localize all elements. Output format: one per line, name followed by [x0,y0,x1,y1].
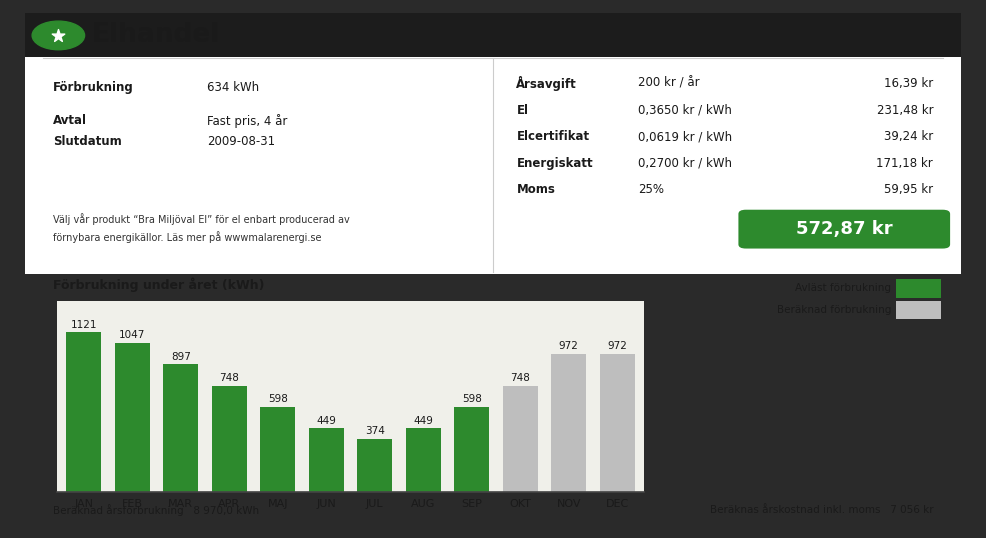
Bar [406,428,441,492]
Text: 0,3650 kr / kWh: 0,3650 kr / kWh [638,103,732,117]
Text: 748: 748 [219,373,240,383]
Text: 2009-08-31: 2009-08-31 [207,134,275,148]
Bar [309,428,344,492]
Text: 634 kWh: 634 kWh [207,81,259,94]
Text: 25%: 25% [638,183,665,196]
Text: 171,18 kr: 171,18 kr [877,157,933,169]
Text: 59,95 kr: 59,95 kr [884,183,933,196]
Text: 374: 374 [365,427,385,436]
Text: Årsavgift: Årsavgift [517,76,577,91]
Text: Slutdatum: Slutdatum [53,134,121,148]
Text: 200 kr / år: 200 kr / år [638,77,700,90]
Bar [260,407,295,492]
Text: Elcertifikat: Elcertifikat [517,130,590,143]
Bar [357,439,392,492]
Text: 972: 972 [607,341,627,351]
Text: 572,87 kr: 572,87 kr [796,220,892,238]
Text: Elhandel: Elhandel [92,23,221,48]
Bar [551,353,586,492]
Text: Välj vår produkt “Bra Miljöval El” för el enbart producerad av
förnybara energik: Välj vår produkt “Bra Miljöval El” för e… [53,213,349,243]
Text: 972: 972 [559,341,579,351]
Text: Förbrukning: Förbrukning [53,81,133,94]
Bar [503,386,537,492]
Text: Avläst förbrukning: Avläst förbrukning [795,284,891,293]
Text: El: El [517,103,528,117]
Text: Beräknas årskostnad inkl. moms   7 056 kr: Beräknas årskostnad inkl. moms 7 056 kr [710,505,933,515]
Bar [599,353,635,492]
Text: 1121: 1121 [71,320,97,330]
Text: 39,24 kr: 39,24 kr [884,130,933,143]
Bar [25,13,961,274]
Text: Fast pris, 4 år: Fast pris, 4 år [207,114,288,128]
Text: 0,2700 kr / kWh: 0,2700 kr / kWh [638,157,733,169]
Bar [896,301,941,319]
Text: Avtal: Avtal [53,114,87,128]
Text: Beräknad förbrukning: Beräknad förbrukning [777,305,891,315]
Text: Moms: Moms [517,183,555,196]
Bar [66,332,102,492]
Bar [25,13,961,57]
Bar [212,386,246,492]
Text: Beräknad årsförbrukning   8 970,0 kWh: Beräknad årsförbrukning 8 970,0 kWh [53,504,259,516]
Text: 598: 598 [268,394,288,405]
Circle shape [33,21,85,49]
Text: Energiskatt: Energiskatt [517,157,593,169]
Text: 897: 897 [171,352,190,362]
Bar [455,407,489,492]
Text: Förbrukning under året (kWh): Förbrukning under året (kWh) [53,277,264,292]
FancyBboxPatch shape [739,210,951,249]
Text: 1047: 1047 [119,330,146,341]
Text: 449: 449 [317,416,336,426]
Text: 748: 748 [511,373,530,383]
Text: 449: 449 [413,416,433,426]
Text: 16,39 kr: 16,39 kr [884,77,933,90]
Text: 231,48 kr: 231,48 kr [877,103,933,117]
Text: 598: 598 [461,394,482,405]
Bar [115,343,150,492]
Bar [164,364,198,492]
Bar [896,279,941,298]
Text: 0,0619 kr / kWh: 0,0619 kr / kWh [638,130,733,143]
